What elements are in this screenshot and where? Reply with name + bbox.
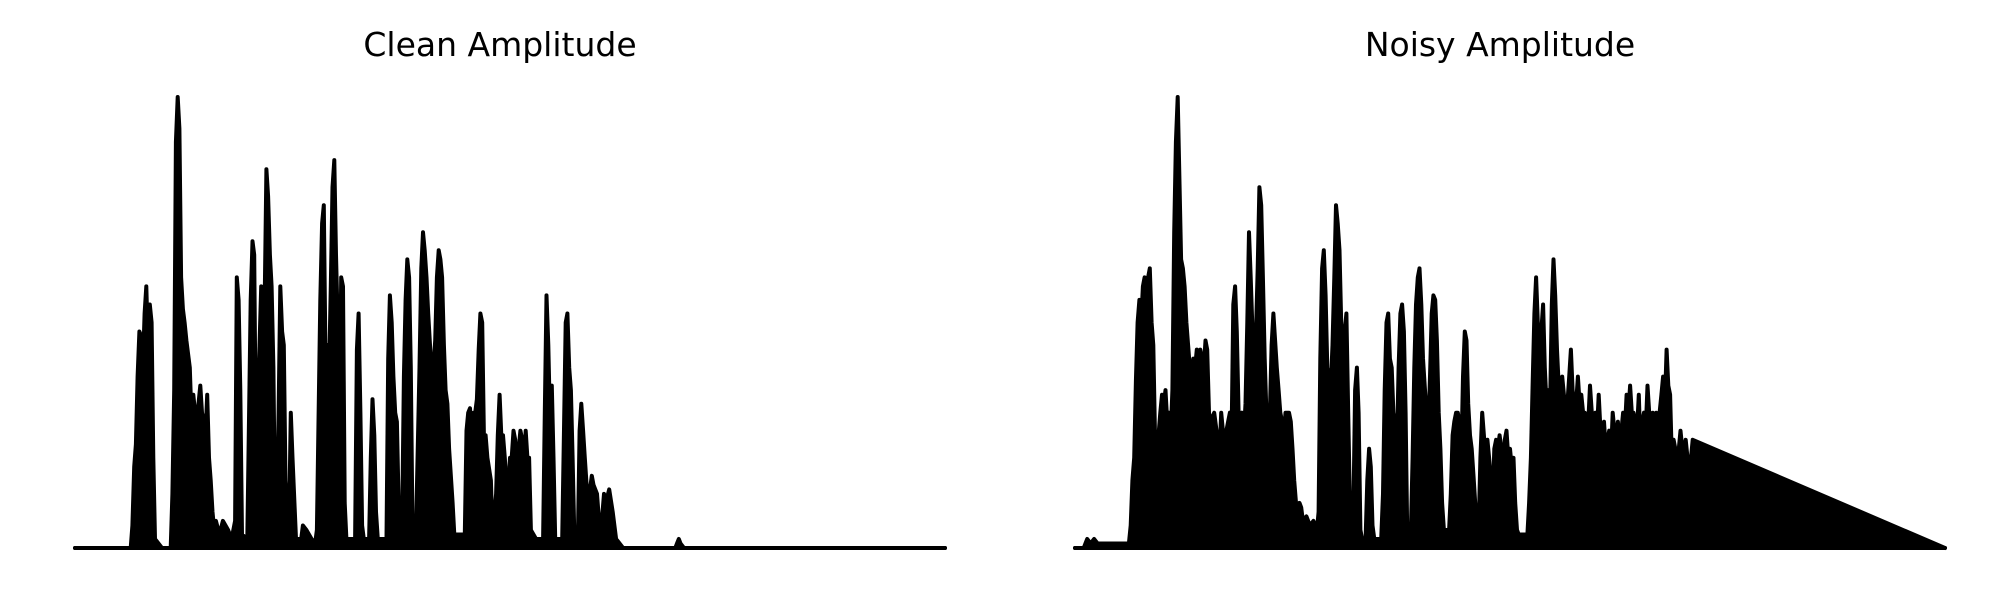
clean-amplitude-panel: Clean Amplitude [0,0,1000,600]
amplitude-area [1075,97,1945,548]
noisy-amplitude-panel: Noisy Amplitude [1000,0,2000,600]
noisy-amplitude-plot [1000,0,2000,600]
clean-amplitude-plot [0,0,1000,600]
